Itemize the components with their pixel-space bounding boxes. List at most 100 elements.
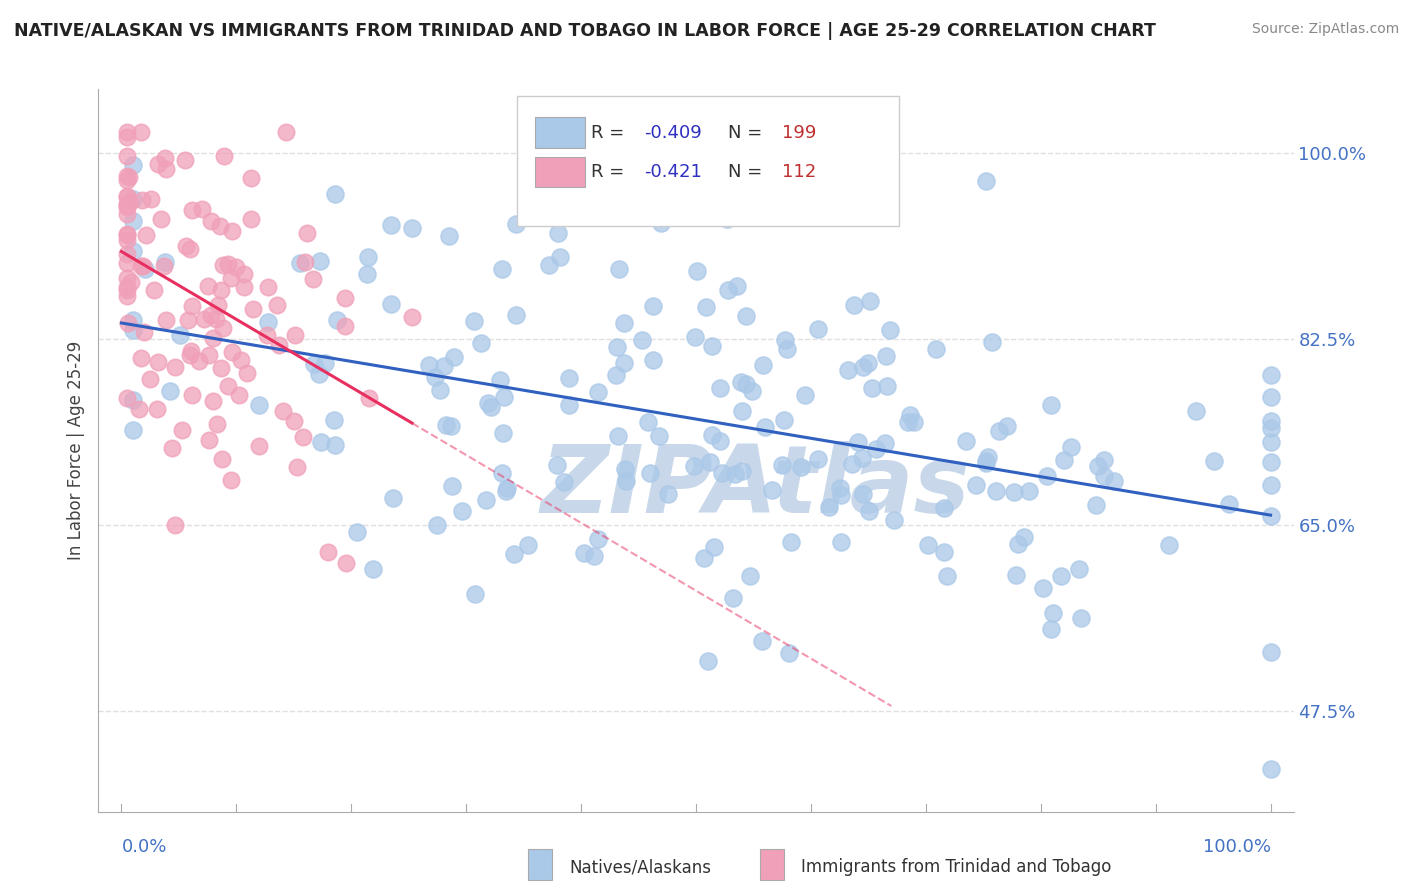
Point <box>314 356 336 370</box>
Point <box>357 250 380 264</box>
Point <box>122 423 145 437</box>
Point <box>288 256 311 270</box>
Text: ZIPAtlas: ZIPAtlas <box>541 441 970 533</box>
Point <box>169 328 191 343</box>
Point <box>418 359 440 373</box>
Point <box>470 336 492 351</box>
Point <box>308 253 330 268</box>
Point <box>700 427 723 442</box>
Point <box>323 187 346 202</box>
Text: -0.421: -0.421 <box>644 163 703 181</box>
Point <box>170 423 193 437</box>
Point <box>734 310 756 324</box>
FancyBboxPatch shape <box>534 118 585 148</box>
Point <box>326 312 349 326</box>
Text: R =: R = <box>591 124 630 142</box>
Point <box>120 195 142 210</box>
Point <box>308 368 330 382</box>
Point <box>1260 645 1282 659</box>
Point <box>614 474 637 488</box>
Point <box>207 298 229 312</box>
Point <box>1260 368 1282 382</box>
Point <box>925 343 948 357</box>
Point <box>247 398 270 412</box>
Point <box>115 125 138 139</box>
Point <box>437 228 460 243</box>
Point <box>211 451 233 466</box>
Point <box>703 541 725 555</box>
Point <box>725 279 748 293</box>
Point <box>115 246 138 260</box>
Point <box>683 330 706 344</box>
Point <box>381 491 404 505</box>
Point <box>903 415 925 429</box>
Point <box>1084 498 1107 512</box>
Point <box>256 328 278 343</box>
Point <box>1218 498 1240 512</box>
Point <box>423 369 446 384</box>
Point <box>135 228 157 243</box>
Point <box>142 284 165 298</box>
Text: Immigrants from Trinidad and Tobago: Immigrants from Trinidad and Tobago <box>801 858 1112 876</box>
Point <box>180 344 202 359</box>
Point <box>974 457 997 471</box>
Point <box>361 562 384 576</box>
Point <box>134 261 156 276</box>
Point <box>830 488 852 502</box>
Point <box>637 415 659 429</box>
Point <box>875 349 897 363</box>
Point <box>212 149 235 163</box>
Point <box>1070 611 1092 625</box>
Point <box>837 363 859 377</box>
Point <box>193 312 215 326</box>
Point <box>696 654 718 668</box>
Point <box>132 260 155 274</box>
Point <box>538 258 561 272</box>
Point <box>846 435 869 450</box>
Point <box>162 442 184 456</box>
Point <box>489 373 512 387</box>
Point <box>492 426 515 441</box>
Text: Natives/Alaskans: Natives/Alaskans <box>569 858 711 876</box>
Point <box>1260 390 1282 404</box>
Point <box>463 313 485 327</box>
Y-axis label: In Labor Force | Age 25-29: In Labor Force | Age 25-29 <box>66 341 84 560</box>
Point <box>558 371 581 385</box>
Point <box>115 198 138 212</box>
Point <box>380 219 402 233</box>
Point <box>1040 398 1063 412</box>
Point <box>686 264 709 278</box>
Point <box>588 533 610 547</box>
Point <box>120 275 142 289</box>
Point <box>583 549 606 563</box>
Text: 112: 112 <box>782 163 817 181</box>
Point <box>773 334 796 348</box>
Point <box>208 219 231 233</box>
Point <box>283 414 305 428</box>
Point <box>613 462 636 476</box>
Point <box>117 316 139 330</box>
Point <box>818 500 841 515</box>
Point <box>477 395 499 409</box>
Point <box>380 297 402 311</box>
Point <box>495 483 517 498</box>
Point <box>1018 484 1040 499</box>
Point <box>776 342 799 356</box>
Point <box>129 260 152 274</box>
Point <box>115 197 138 211</box>
Point <box>122 158 145 172</box>
Point <box>236 367 259 381</box>
Point <box>1102 474 1125 488</box>
Point <box>115 190 138 204</box>
Point <box>356 267 378 281</box>
Point <box>873 435 896 450</box>
Point <box>440 419 463 434</box>
Point <box>657 487 679 501</box>
Point <box>115 169 138 183</box>
Point <box>115 227 138 241</box>
Point <box>1012 530 1035 544</box>
Point <box>586 385 609 400</box>
Point <box>443 350 465 364</box>
Point <box>180 202 202 217</box>
Point <box>285 459 308 474</box>
